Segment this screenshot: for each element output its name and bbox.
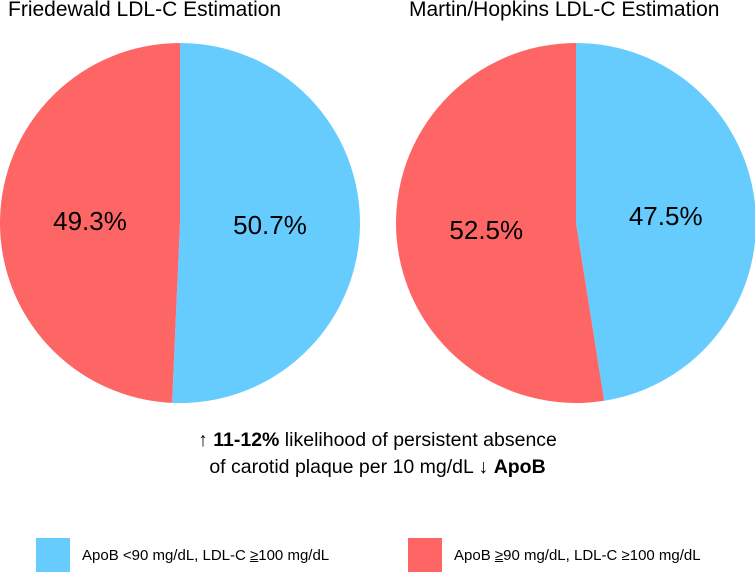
legend-item-apob-low: ApoB <90 mg/dL, LDL-C ≥100 mg/dL: [36, 538, 329, 572]
pie-0-label-0: 50.7%: [233, 210, 307, 240]
caption-text-1: likelihood of persistent absence: [279, 429, 557, 451]
pie-1-label-1: 52.5%: [449, 215, 523, 245]
pie-title-martin-hopkins: Martin/Hopkins LDL-C Estimation: [409, 0, 720, 21]
pie-0-slice-1: [0, 43, 180, 403]
pie-1-label-0: 47.5%: [629, 201, 703, 231]
caption-apob: ApoB: [493, 456, 546, 478]
pie-0-label-1: 49.3%: [53, 206, 127, 236]
caption-percent: 11-12%: [213, 429, 280, 451]
legend-label: ApoB <90 mg/dL, LDL-C ≥100 mg/dL: [82, 546, 330, 564]
legend-item-apob-high: ApoB ≥90 mg/dL, LDL-C ≥100 mg/dL: [408, 538, 701, 572]
caption-line-2: of carotid plaque per 10 mg/dL ↓ ApoB: [0, 454, 755, 481]
pie-charts: 50.7% 49.3% 47.5% 52.5%: [0, 43, 755, 403]
legend-swatch-red: [408, 538, 442, 572]
caption-text-2: of carotid plaque per 10 mg/dL ↓: [209, 456, 494, 478]
legend-swatch-blue: [36, 538, 70, 572]
caption: ↑ 11-12% likelihood of persistent absenc…: [0, 427, 755, 481]
caption-up-arrow: ↑: [198, 429, 214, 451]
pie-0-slice-0: [172, 43, 360, 403]
pie-1-slice-1: [396, 43, 605, 403]
pie-title-friedewald: Friedewald LDL-C Estimation: [8, 0, 282, 21]
legend-label: ApoB ≥90 mg/dL, LDL-C ≥100 mg/dL: [454, 546, 701, 564]
caption-line-1: ↑ 11-12% likelihood of persistent absenc…: [0, 427, 755, 454]
pie-1-slice-0: [576, 43, 755, 401]
